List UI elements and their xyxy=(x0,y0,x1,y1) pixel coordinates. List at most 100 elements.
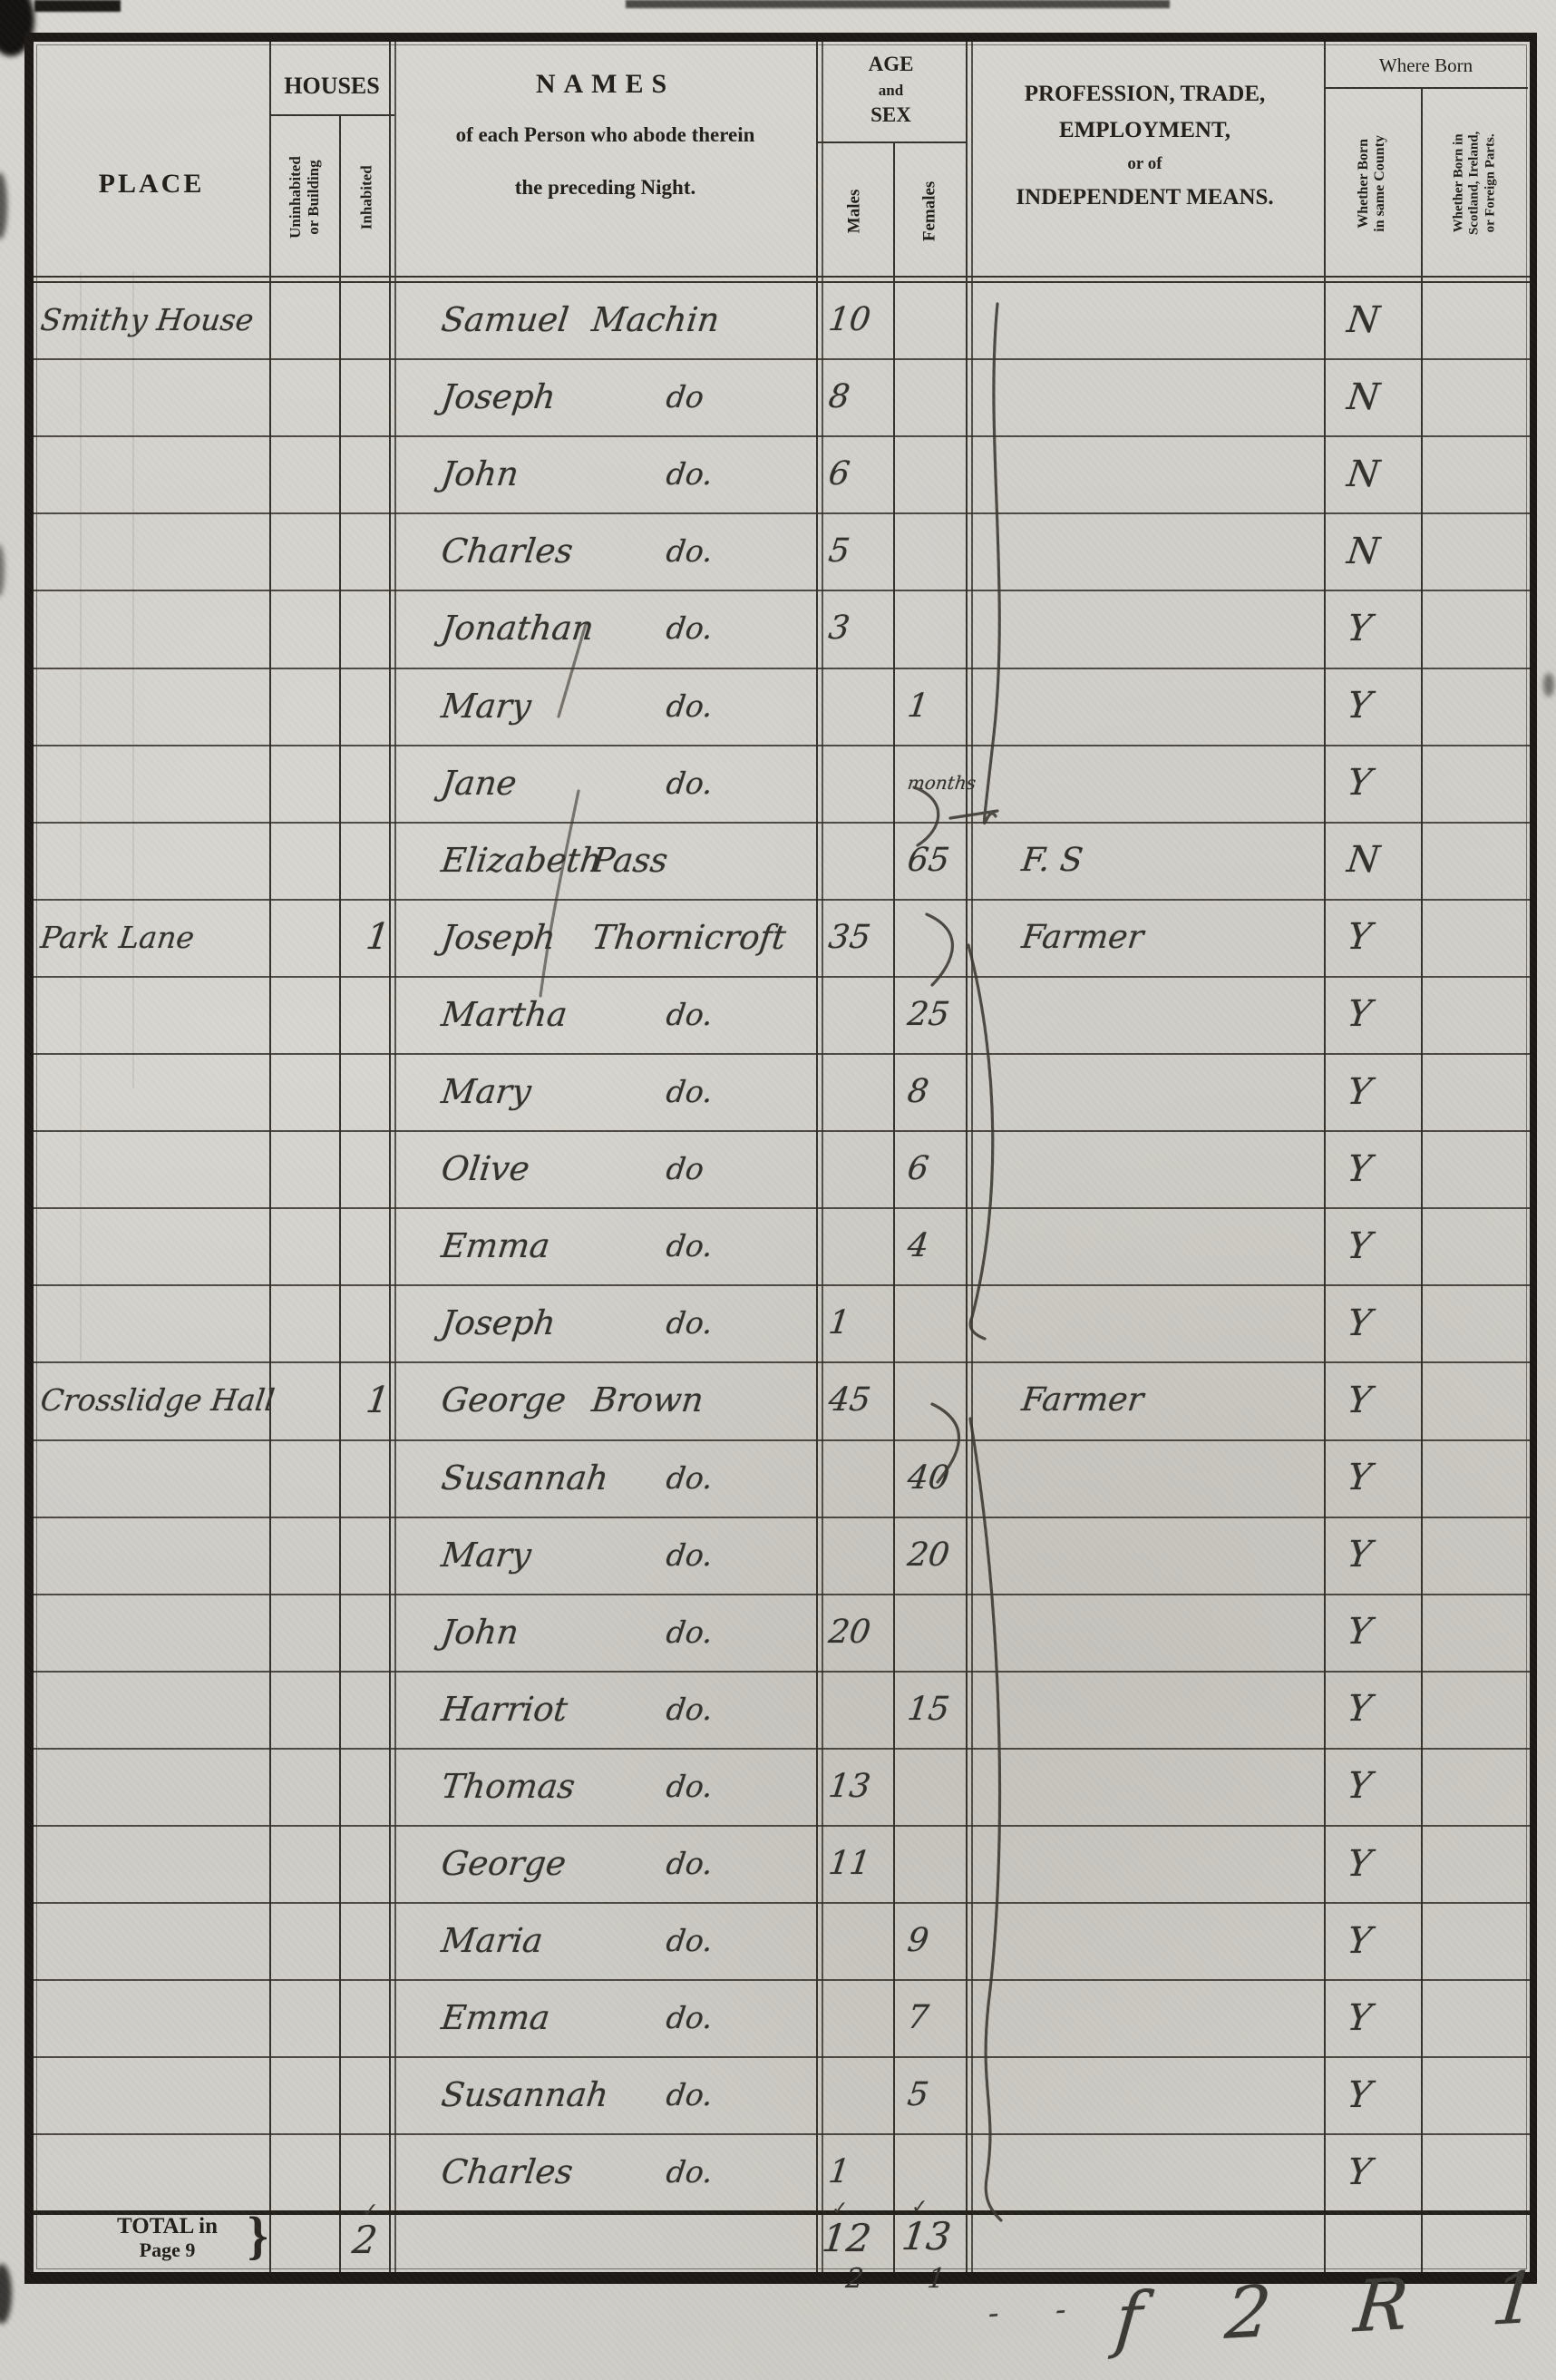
names-subheader-1: of each Person who abode therein xyxy=(455,123,755,146)
female-age-cell: 6 xyxy=(893,1130,966,1207)
ditto-mark: do. xyxy=(664,1691,715,1727)
name-cell: Maria do. xyxy=(394,1902,816,1979)
total-row: TOTAL in Page 9 } ✓ ✓ ✓ 2 12 13 2 1 xyxy=(34,2196,1530,2295)
born-county-cell: Y xyxy=(1324,668,1421,745)
place-cell xyxy=(34,2056,269,2133)
row-divider xyxy=(34,2056,1530,2059)
uninhabited-header: Uninhabited or Building xyxy=(269,118,339,278)
place-cell xyxy=(34,1671,269,1748)
place-cell xyxy=(34,1207,269,1284)
uninhabited-cell xyxy=(269,668,339,745)
table-row: Mary do. 1 Y xyxy=(34,668,1530,745)
female-age-cell: 20 xyxy=(893,1517,966,1594)
profession-cell xyxy=(966,2056,1324,2133)
ditto-mark: do. xyxy=(664,1074,715,1110)
check-icon: ✓ xyxy=(911,2196,929,2219)
name-cell: Charles do. xyxy=(394,512,816,590)
table-row: Harriot do. 15 Y xyxy=(34,1671,1530,1748)
born-elsewhere-cell xyxy=(1421,281,1528,358)
place-value: Smithy House xyxy=(38,302,256,338)
female-age-cell xyxy=(893,512,966,590)
profession-cell xyxy=(966,1517,1324,1594)
born-county-cell: Y xyxy=(1324,976,1421,1053)
ditto-mark: do. xyxy=(664,1923,715,1959)
male-age-value: 8 xyxy=(826,378,852,416)
female-age-cell: 5 xyxy=(893,2056,966,2133)
given-name-value: Martha xyxy=(439,994,570,1034)
profession-header-line1: PROFESSION, TRADE, xyxy=(1024,82,1266,106)
name-cell: Elizabeth Pass xyxy=(394,822,816,899)
born-elsewhere-cell xyxy=(1421,512,1528,590)
given-name-value: Maria xyxy=(439,1921,546,1961)
born-county-value: Y xyxy=(1345,685,1375,727)
male-age-cell xyxy=(816,976,893,1053)
males-header-label: Males xyxy=(844,189,864,233)
female-age-value: 5 xyxy=(905,2076,931,2114)
given-name-value: Emma xyxy=(439,1998,552,2038)
table-row: Jane do. months Y xyxy=(34,745,1530,822)
born-county-cell: Y xyxy=(1324,899,1421,976)
uninhabited-cell xyxy=(269,1748,339,1825)
check-icon: ✓ xyxy=(831,2198,849,2220)
female-age-cell xyxy=(893,1748,966,1825)
row-divider xyxy=(34,2133,1530,2136)
place-cell xyxy=(34,2133,269,2210)
female-age-value: 65 xyxy=(905,841,952,879)
place-cell xyxy=(34,590,269,667)
agesex-underline xyxy=(816,141,966,143)
male-age-cell: 35 xyxy=(816,899,893,976)
table-row: Crosslidge Hall 1 George Brown 45 Farmer… xyxy=(34,1361,1530,1439)
name-cell: Harriot do. xyxy=(394,1671,816,1748)
inhabited-cell xyxy=(339,668,394,745)
female-age-value: 25 xyxy=(905,995,952,1033)
row-divider xyxy=(34,1670,1530,1673)
born-county-value: Y xyxy=(1345,1611,1375,1653)
born-elsewhere-cell xyxy=(1421,590,1528,667)
male-age-cell: 20 xyxy=(816,1594,893,1671)
uninhabited-cell xyxy=(269,1671,339,1748)
born-county-cell: Y xyxy=(1324,1284,1421,1361)
ditto-mark: do xyxy=(664,379,706,415)
born-county-cell: N xyxy=(1324,822,1421,899)
profession-cell: Farmer xyxy=(966,899,1324,976)
male-age-value: 5 xyxy=(826,532,852,571)
ditto-mark: do. xyxy=(664,2077,715,2113)
born-county-value: Y xyxy=(1345,762,1375,805)
born-elsewhere-cell xyxy=(1421,1439,1528,1517)
place-cell xyxy=(34,1517,269,1594)
total-brace: } xyxy=(248,2206,268,2265)
row-divider xyxy=(34,1979,1530,1982)
male-age-cell: 13 xyxy=(816,1748,893,1825)
table-row: Charles do. 1 Y xyxy=(34,2133,1530,2210)
male-age-cell: 10 xyxy=(816,281,893,358)
ditto-mark: do. xyxy=(664,1768,715,1804)
uninhabited-cell xyxy=(269,435,339,512)
profession-cell: Farmer xyxy=(966,1361,1324,1439)
born-county-cell: Y xyxy=(1324,1825,1421,1902)
age-header-line1: AGE xyxy=(868,53,914,75)
ditto-mark: do. xyxy=(664,1614,715,1650)
female-age-cell: 4 xyxy=(893,1207,966,1284)
born-county-cell: Y xyxy=(1324,1979,1421,2056)
born-county-cell: Y xyxy=(1324,1748,1421,1825)
place-cell xyxy=(34,822,269,899)
given-name-value: John xyxy=(439,1612,521,1652)
given-name-value: Charles xyxy=(439,532,576,571)
census-table: PLACE HOUSES Uninhabited or Building Inh… xyxy=(24,33,1537,2295)
uninhabited-cell xyxy=(269,358,339,435)
male-age-value: 11 xyxy=(826,1845,873,1883)
table-row: Joseph do 8 N xyxy=(34,358,1530,435)
male-age-cell xyxy=(816,1671,893,1748)
profession-cell xyxy=(966,1439,1324,1517)
born-county-value: N xyxy=(1345,839,1382,882)
uninhabited-header-line2: or Building xyxy=(304,160,322,236)
row-divider xyxy=(34,744,1530,746)
male-age-value: 10 xyxy=(826,301,873,339)
surname-value: Brown xyxy=(589,1380,706,1420)
female-age-cell xyxy=(893,2133,966,2210)
profession-cell xyxy=(966,1130,1324,1207)
inhabited-cell xyxy=(339,1748,394,1825)
male-age-cell xyxy=(816,668,893,745)
uninhabited-cell xyxy=(269,1979,339,2056)
born-county-header-line2: in same County xyxy=(1372,134,1388,232)
